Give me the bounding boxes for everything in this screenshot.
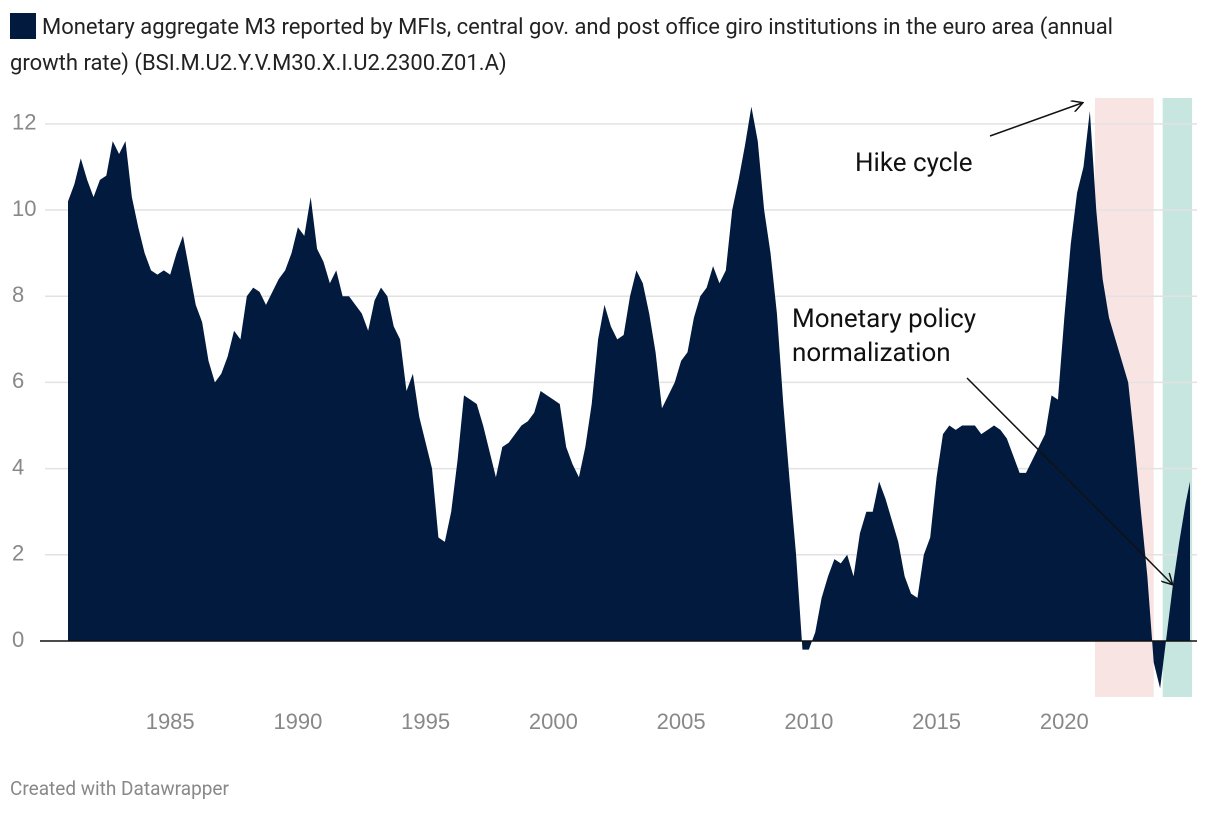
y-tick-label: 4 (12, 454, 24, 479)
y-tick-label: 12 (12, 110, 36, 135)
x-tick-label: 1990 (273, 709, 322, 734)
y-tick-label: 0 (12, 627, 24, 652)
x-tick-label: 2005 (657, 709, 706, 734)
footer: Created with Datawrapper (10, 777, 229, 800)
annotation: Monetary policy normalization (792, 304, 977, 368)
x-tick-label: 1995 (401, 709, 450, 734)
annotation-arrow (989, 103, 1082, 137)
area (68, 106, 1190, 689)
x-tick-label: 2020 (1040, 709, 1089, 734)
annotation: Hike cycle (855, 148, 973, 178)
legend-label: Monetary aggregate M3 reported by MFIs, … (10, 15, 1114, 76)
y-tick-label: 2 (12, 541, 24, 566)
legend-swatch (10, 13, 36, 39)
x-tick-label: 2010 (784, 709, 833, 734)
legend: Monetary aggregate M3 reported by MFIs, … (10, 10, 1180, 82)
x-tick-label: 1985 (146, 709, 195, 734)
annotation-arrow (966, 377, 1172, 584)
x-tick-label: 2000 (529, 709, 578, 734)
x-tick-label: 2015 (912, 709, 961, 734)
y-tick-label: 8 (12, 282, 24, 307)
y-tick-label: 6 (12, 368, 24, 393)
y-tick-label: 10 (12, 196, 36, 221)
